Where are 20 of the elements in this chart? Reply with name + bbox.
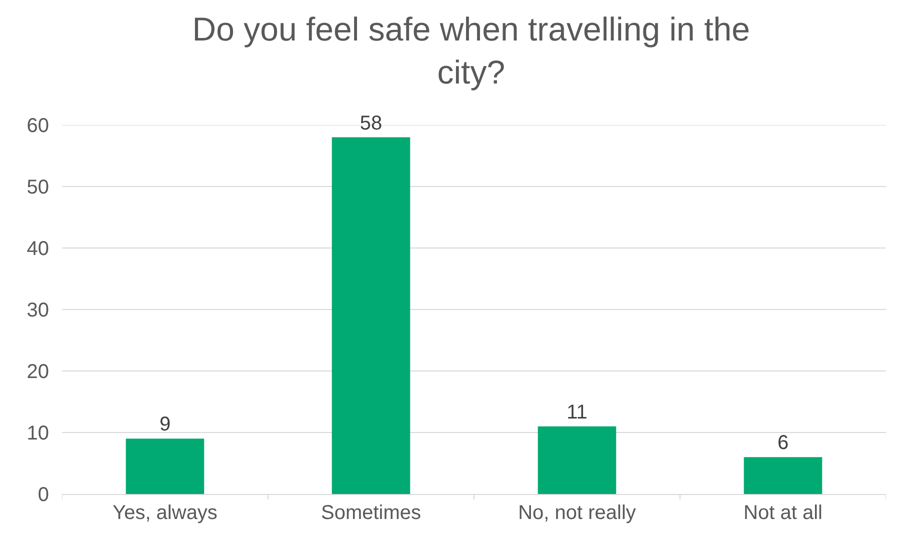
data-label: 11: [566, 401, 588, 424]
data-label: 9: [159, 414, 171, 436]
y-tick-label: 60: [26, 115, 49, 137]
data-label: 58: [360, 112, 382, 134]
x-tick-label: Yes, always: [112, 502, 218, 524]
x-tick-label: Not at all: [744, 502, 822, 524]
x-tick-label: No, not really: [518, 502, 636, 524]
y-tick-label: 40: [26, 238, 49, 260]
chart-title: Do you feel safe when travelling in the city?: [192, 10, 750, 90]
y-tick-label: 50: [26, 176, 49, 198]
y-tick-label: 30: [26, 300, 49, 322]
y-tick-label: 10: [26, 422, 49, 444]
bar: [744, 457, 822, 494]
y-tick-label: 20: [26, 361, 49, 383]
y-tick-label: 0: [38, 484, 49, 506]
bar: [126, 438, 204, 494]
bar: [332, 137, 410, 494]
bar: [538, 426, 616, 494]
x-tick-label: Sometimes: [320, 502, 422, 524]
data-label: 6: [777, 432, 789, 454]
